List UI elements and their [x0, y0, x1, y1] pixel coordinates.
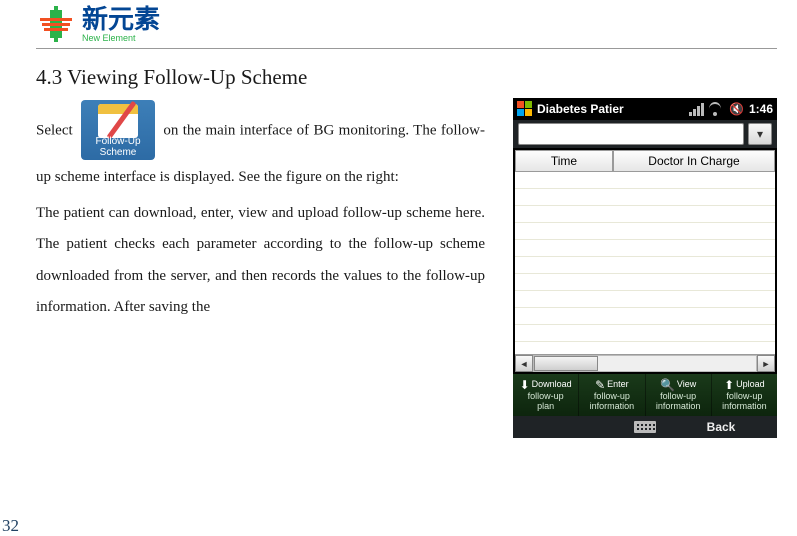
scroll-thumb[interactable]: [534, 356, 598, 371]
scroll-right-button[interactable]: ►: [757, 355, 775, 372]
download-plan-button[interactable]: ⬇Download follow-up plan: [513, 374, 579, 416]
table-header: Time Doctor In Charge: [515, 150, 775, 172]
horizontal-scrollbar[interactable]: ◄ ►: [515, 354, 775, 372]
view-info-button[interactable]: 🔍View follow-up information: [646, 374, 712, 416]
edit-icon: ✎: [595, 379, 605, 391]
table-row[interactable]: [515, 257, 775, 274]
page-number: 32: [2, 516, 19, 536]
keyboard-icon: [634, 421, 656, 433]
body-text-column: Select Follow-Up Scheme on the main inte…: [36, 100, 485, 438]
device-screenshot: Diabetes Patier 1:46 ▾ Time Doctor In Ch…: [513, 98, 777, 438]
app-title: Diabetes Patier: [537, 102, 624, 116]
enter-info-button[interactable]: ✎Enter follow-up information: [579, 374, 645, 416]
table-body[interactable]: [515, 172, 775, 354]
brand-name-cn: 新元素: [82, 6, 160, 32]
bottom-toolbar: ⬇Download follow-up plan ✎Enter follow-u…: [513, 374, 777, 416]
para1-pre: Select: [36, 122, 77, 138]
page-header: 新元素 New Element: [36, 4, 777, 49]
download-icon: ⬇: [520, 379, 530, 391]
paragraph-1: Select Follow-Up Scheme on the main inte…: [36, 100, 485, 194]
view-icon: 🔍: [660, 379, 675, 391]
softkey-back[interactable]: Back: [665, 420, 777, 434]
volume-icon[interactable]: [729, 102, 745, 116]
search-dropdown-button[interactable]: ▾: [748, 123, 772, 145]
table-row[interactable]: [515, 291, 775, 308]
inline-icon-label-1: Follow-Up: [81, 137, 155, 147]
table-row[interactable]: [515, 325, 775, 342]
softkey-bar: Back: [513, 416, 777, 438]
cellular-icon: [689, 102, 705, 116]
table-row[interactable]: [515, 274, 775, 291]
table-row[interactable]: [515, 206, 775, 223]
brand-name-en: New Element: [82, 34, 160, 43]
inline-icon-label-2: Scheme: [81, 148, 155, 158]
col-time[interactable]: Time: [515, 150, 613, 172]
start-icon[interactable]: [517, 101, 533, 117]
paragraph-2: The patient can download, enter, view an…: [36, 198, 485, 324]
search-input[interactable]: [518, 123, 744, 145]
search-row: ▾: [513, 120, 777, 148]
follow-up-scheme-icon: Follow-Up Scheme: [81, 100, 155, 160]
table-row[interactable]: [515, 189, 775, 206]
keyboard-button[interactable]: [625, 421, 665, 433]
brand-text: 新元素 New Element: [82, 6, 160, 43]
upload-info-button[interactable]: ⬆Upload follow-up information: [712, 374, 777, 416]
table-row[interactable]: [515, 223, 775, 240]
table-row[interactable]: [515, 308, 775, 325]
scroll-track[interactable]: [533, 355, 757, 372]
section-heading: 4.3 Viewing Follow-Up Scheme: [36, 65, 777, 90]
signal-icon: [709, 102, 725, 116]
table-row[interactable]: [515, 172, 775, 189]
clock-label: 1:46: [749, 102, 773, 116]
col-doctor[interactable]: Doctor In Charge: [613, 150, 775, 172]
scheme-table: Time Doctor In Charge ◄: [513, 148, 777, 374]
table-row[interactable]: [515, 240, 775, 257]
status-bar: Diabetes Patier 1:46: [513, 98, 777, 120]
brand-logo-icon: [36, 4, 76, 44]
upload-icon: ⬆: [724, 379, 734, 391]
scroll-left-button[interactable]: ◄: [515, 355, 533, 372]
